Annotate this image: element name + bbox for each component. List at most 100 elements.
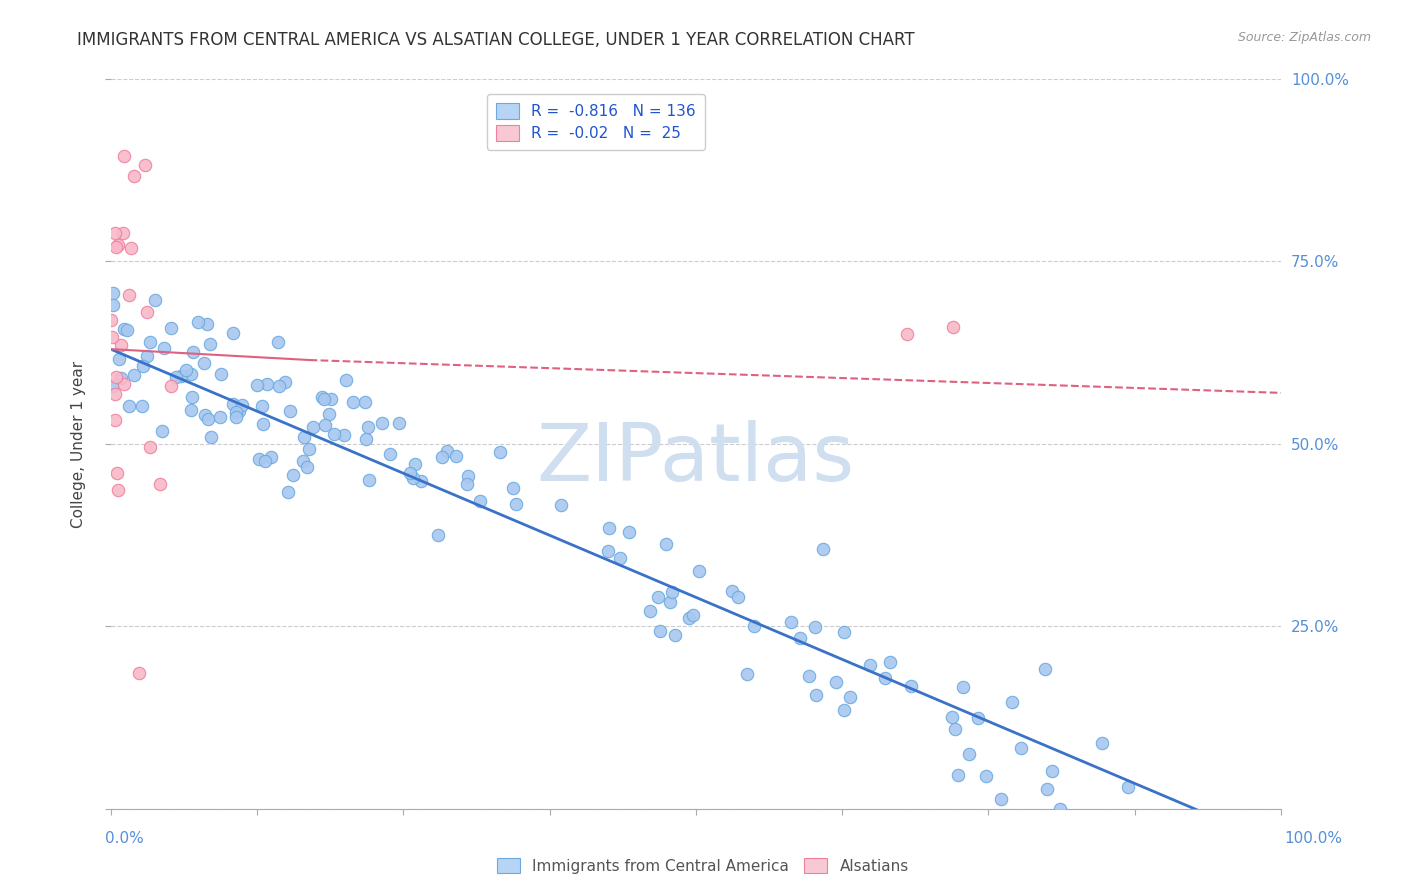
Point — [598, 544, 620, 558]
Point — [655, 537, 678, 551]
Point — [875, 672, 897, 686]
Point — [101, 330, 124, 344]
Point — [319, 392, 342, 406]
Text: 0.0%: 0.0% — [105, 831, 145, 846]
Point — [780, 615, 803, 630]
Point — [252, 399, 274, 413]
Point — [112, 376, 135, 391]
Point — [457, 468, 479, 483]
Point — [436, 443, 458, 458]
Point — [222, 397, 245, 411]
Point — [357, 419, 380, 434]
Point — [246, 378, 269, 392]
Point — [332, 427, 354, 442]
Point — [370, 416, 392, 430]
Point — [134, 158, 156, 172]
Text: 100.0%: 100.0% — [1285, 831, 1343, 846]
Point — [832, 625, 855, 640]
Point — [1116, 780, 1139, 794]
Point — [277, 485, 299, 500]
Point — [832, 703, 855, 717]
Point — [112, 149, 135, 163]
Point — [659, 595, 682, 609]
Point — [1040, 764, 1063, 778]
Point — [159, 321, 181, 335]
Point — [974, 769, 997, 783]
Point — [797, 669, 820, 683]
Point — [181, 390, 204, 404]
Point — [100, 313, 122, 327]
Point — [735, 666, 758, 681]
Point — [896, 327, 918, 342]
Point — [118, 288, 141, 302]
Point — [180, 403, 202, 417]
Point — [664, 628, 686, 642]
Point — [411, 474, 433, 488]
Point — [228, 404, 250, 418]
Point — [323, 427, 346, 442]
Point — [354, 433, 377, 447]
Legend: R =  -0.816   N = 136, R =  -0.02   N =  25: R = -0.816 N = 136, R = -0.02 N = 25 — [486, 94, 704, 151]
Point — [682, 607, 704, 622]
Point — [118, 399, 141, 413]
Point — [107, 238, 129, 252]
Point — [180, 368, 202, 382]
Text: IMMIGRANTS FROM CENTRAL AMERICA VS ALSATIAN COLLEGE, UNDER 1 YEAR CORRELATION CH: IMMIGRANTS FROM CENTRAL AMERICA VS ALSAT… — [77, 31, 915, 49]
Point — [174, 363, 197, 377]
Point — [200, 336, 222, 351]
Text: ZIPatlas: ZIPatlas — [537, 419, 855, 498]
Point — [1049, 802, 1071, 816]
Point — [291, 454, 314, 468]
Point — [105, 240, 128, 254]
Point — [256, 376, 278, 391]
Point — [942, 320, 965, 334]
Point — [312, 392, 335, 406]
Point — [101, 286, 124, 301]
Point — [879, 655, 901, 669]
Point — [280, 403, 302, 417]
Point — [943, 722, 966, 736]
Point — [378, 447, 401, 461]
Point — [105, 467, 128, 481]
Point — [135, 305, 157, 319]
Point — [302, 420, 325, 434]
Point — [169, 368, 191, 383]
Point — [104, 412, 127, 426]
Point — [298, 442, 321, 456]
Point — [399, 466, 422, 480]
Point — [550, 498, 572, 512]
Point — [335, 373, 357, 387]
Point — [617, 524, 640, 539]
Y-axis label: College, Under 1 year: College, Under 1 year — [72, 360, 86, 527]
Point — [941, 709, 963, 723]
Point — [661, 585, 683, 599]
Point — [252, 417, 274, 431]
Point — [505, 497, 527, 511]
Point — [966, 711, 988, 725]
Point — [311, 390, 333, 404]
Point — [159, 378, 181, 392]
Point — [789, 631, 811, 645]
Point — [688, 564, 710, 578]
Point — [193, 355, 215, 369]
Point — [647, 591, 669, 605]
Point — [221, 326, 243, 341]
Point — [609, 551, 631, 566]
Point — [135, 349, 157, 363]
Point — [128, 666, 150, 681]
Point — [260, 450, 283, 464]
Point — [120, 241, 142, 255]
Point — [132, 359, 155, 374]
Point — [107, 483, 129, 497]
Point — [1010, 740, 1032, 755]
Point — [143, 293, 166, 308]
Point — [402, 471, 425, 485]
Point — [502, 482, 524, 496]
Point — [107, 352, 129, 367]
Point — [225, 405, 247, 419]
Point — [598, 521, 620, 535]
Point — [838, 690, 860, 705]
Point — [859, 657, 882, 672]
Point — [283, 467, 305, 482]
Point — [181, 344, 204, 359]
